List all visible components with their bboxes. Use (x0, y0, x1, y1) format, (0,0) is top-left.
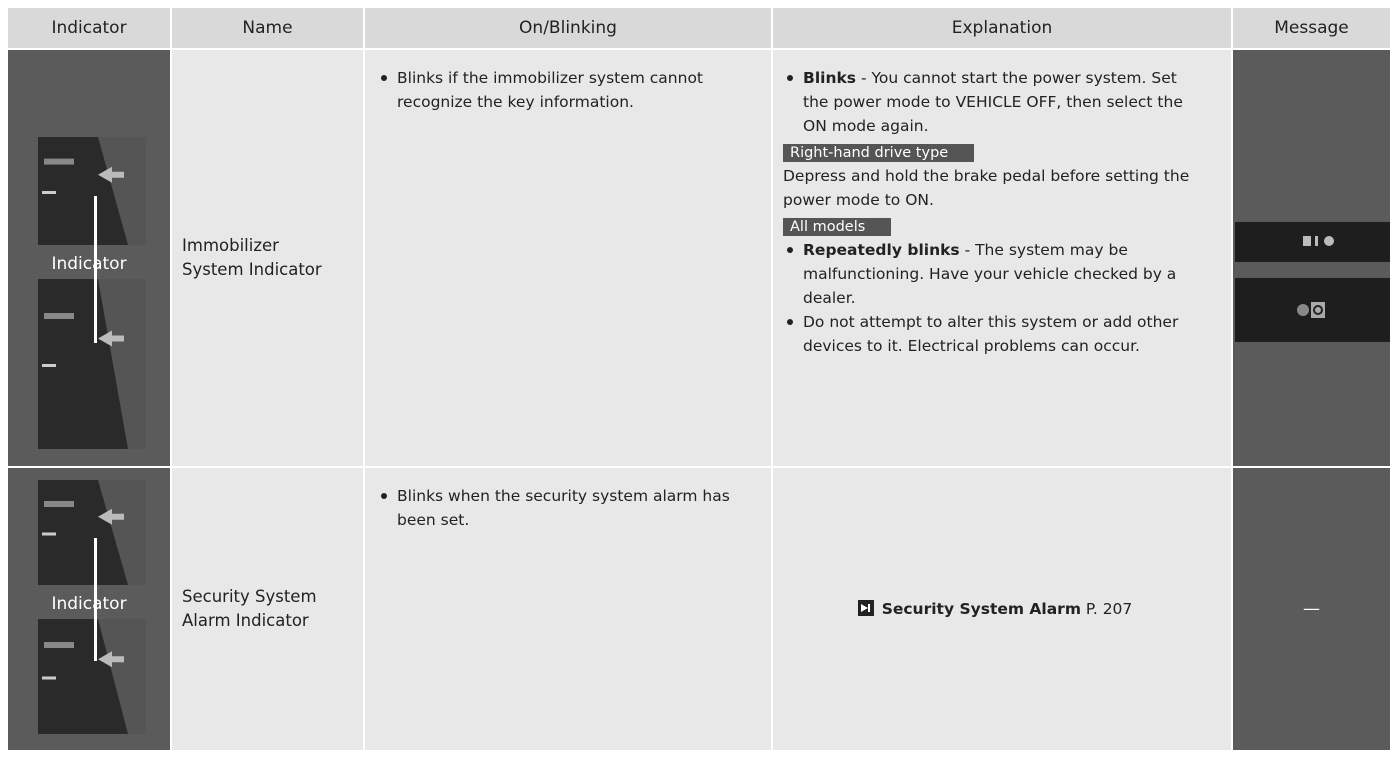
message-images (1235, 222, 1390, 342)
header-cell: Message (1233, 8, 1390, 48)
header-cell: Indicator (8, 8, 170, 48)
bullet: Do not attempt to alter this system or a… (783, 310, 1207, 358)
name-cell: Security System Alarm Indicator (172, 468, 363, 750)
text: Depress and hold the brake pedal before … (783, 167, 1190, 209)
text: - The system may be malfunctioning. Have… (803, 241, 1177, 307)
on-blinking-cell: Blinks when the security system alarm ha… (365, 468, 771, 750)
ref-icon (857, 600, 882, 618)
indicator-label: Indicator (51, 254, 127, 274)
message-image (1235, 222, 1390, 262)
bullet: Blinks if the immobilizer system cannot … (377, 66, 731, 114)
bold-text: Repeatedly blinks (803, 241, 960, 259)
text: - You cannot start the power system. Set… (803, 69, 1183, 135)
dashboard-image (38, 619, 146, 734)
indicator-image (38, 619, 146, 738)
dashboard-image (38, 137, 146, 245)
bullet: Blinks when the security system alarm ha… (377, 484, 731, 532)
message-cell (1233, 50, 1390, 466)
indicator-image (38, 279, 146, 453)
bold-text: Security System Alarm (881, 600, 1081, 618)
name-cell: Immobilizer System Indicator (172, 50, 363, 466)
indicator-image: Indicator (38, 480, 146, 738)
arrow-icon (857, 600, 874, 616)
indicator-label: Indicator (51, 594, 127, 614)
indicator-image: Indicator (38, 137, 146, 453)
name-line: Security System (182, 587, 317, 606)
message-cell: — (1233, 468, 1390, 750)
dashboard-image (38, 480, 146, 585)
name-line: System Indicator (182, 260, 322, 279)
header-cell: Name (172, 8, 363, 48)
bullet: Repeatedly blinks - The system may be ma… (783, 238, 1207, 310)
header-cell: On/Blinking (365, 8, 771, 48)
name-line: Alarm Indicator (182, 611, 309, 630)
dashboard-image (38, 279, 146, 449)
explanation-cell: Security System Alarm P. 207 (773, 468, 1231, 750)
text: Depress and hold the brake pedal before … (783, 164, 1207, 212)
indicator-cell: Indicator (8, 50, 170, 466)
bullet: Blinks - You cannot start the power syst… (783, 66, 1207, 138)
indicator-cell: Indicator (8, 468, 170, 750)
header-cell: Explanation (773, 8, 1231, 48)
tag-row: All models (783, 212, 1207, 238)
on-blinking-cell: Blinks if the immobilizer system cannot … (365, 50, 771, 466)
callout-line (94, 537, 97, 661)
tag: Right-hand drive type (783, 144, 975, 162)
explanation-cell: Blinks - You cannot start the power syst… (773, 50, 1231, 466)
tag: All models (783, 218, 892, 236)
text: Do not attempt to alter this system or a… (803, 313, 1179, 355)
tag-row: Right-hand drive type (783, 138, 1207, 164)
text: P. 207 (1080, 600, 1133, 618)
cross-reference: Security System Alarm P. 207 (857, 597, 1133, 621)
bold-text: Blinks (803, 69, 857, 87)
callout-line (94, 196, 97, 343)
name-line: Immobilizer (182, 236, 279, 255)
